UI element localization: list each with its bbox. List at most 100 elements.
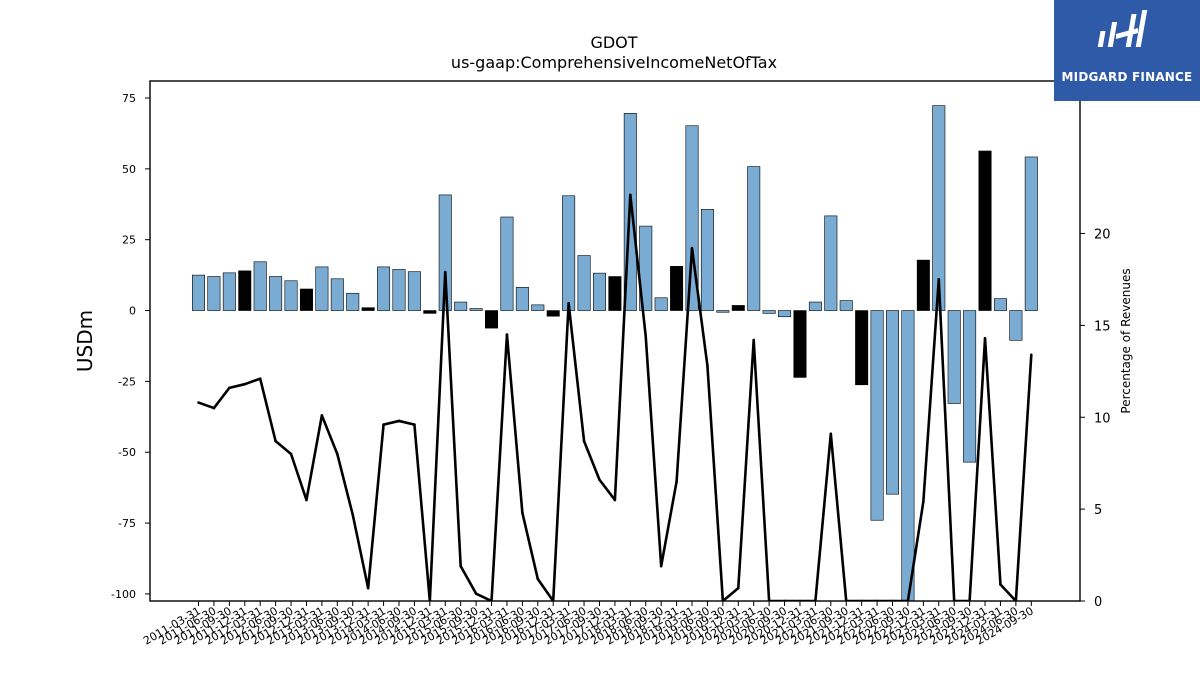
line-point-2013-12-31 bbox=[366, 586, 370, 590]
line-point-2019-12-31 bbox=[736, 586, 740, 590]
y-axis-label: USDm bbox=[73, 310, 97, 372]
line-group bbox=[197, 193, 1033, 601]
line-point-2013-09-30 bbox=[351, 513, 355, 516]
bar-2020-09-30 bbox=[778, 310, 792, 318]
line-point-2024-03-31 bbox=[999, 583, 1002, 586]
bar-2013-12-31 bbox=[361, 307, 375, 311]
bar-2017-06-30 bbox=[577, 255, 591, 311]
logo-mark-icon bbox=[1097, 10, 1148, 47]
bar-2021-09-30 bbox=[839, 300, 853, 311]
line-point-2012-12-31 bbox=[305, 498, 308, 502]
bar-2017-03-31 bbox=[562, 195, 576, 311]
y-tick-label: 0 bbox=[129, 305, 136, 318]
y-tick-label: 25 bbox=[122, 234, 136, 247]
bar-2024-09-30 bbox=[1024, 156, 1038, 311]
bar-2012-06-30 bbox=[269, 276, 283, 311]
bar-2018-09-30 bbox=[654, 297, 668, 311]
line-point-2019-06-30 bbox=[706, 364, 709, 368]
line-point-2012-03-31 bbox=[258, 377, 262, 380]
bar-2016-09-30 bbox=[531, 304, 545, 311]
line-point-2022-12-31 bbox=[922, 500, 925, 504]
y2-tick-label: 10 bbox=[1094, 411, 1111, 426]
bar-2022-09-30 bbox=[901, 310, 915, 601]
y2-tick-label: 15 bbox=[1094, 319, 1111, 334]
bar-2013-06-30 bbox=[330, 278, 344, 311]
bar-2021-12-31 bbox=[855, 310, 869, 386]
bar-2012-12-31 bbox=[299, 288, 313, 311]
line-point-2016-09-30 bbox=[536, 577, 540, 581]
line-point-2012-09-30 bbox=[289, 452, 293, 456]
bar-2023-06-30 bbox=[947, 310, 961, 404]
y2-axis-label: Percentage of Revenues bbox=[1119, 268, 1133, 413]
line-point-2013-06-30 bbox=[336, 452, 339, 456]
bar-2011-12-31 bbox=[238, 270, 252, 311]
bar-2016-03-31 bbox=[500, 216, 514, 311]
line-point-2018-09-30 bbox=[659, 564, 663, 568]
bar-2024-03-31 bbox=[993, 298, 1007, 311]
line-point-2023-03-31 bbox=[937, 278, 941, 281]
bar-2018-12-31 bbox=[670, 266, 684, 311]
bar-2015-06-30 bbox=[454, 301, 468, 311]
line-point-2021-06-30 bbox=[829, 432, 833, 436]
line-point-2017-03-31 bbox=[567, 302, 570, 305]
bar-2015-03-31 bbox=[438, 194, 452, 311]
bar-2019-06-30 bbox=[700, 209, 714, 311]
y2-tick-label: 5 bbox=[1094, 503, 1102, 518]
line-point-2015-09-30 bbox=[474, 592, 478, 595]
bar-2015-09-30 bbox=[469, 308, 483, 311]
bar-2021-06-30 bbox=[824, 215, 838, 311]
bar-2017-12-31 bbox=[608, 276, 622, 311]
line-point-2014-06-30 bbox=[397, 419, 401, 423]
bar-2011-06-30 bbox=[207, 276, 221, 311]
bar-2020-06-30 bbox=[762, 310, 776, 314]
line-point-2024-09-30 bbox=[1030, 353, 1033, 357]
line-point-2011-09-30 bbox=[228, 386, 231, 390]
bar-2020-03-31 bbox=[747, 166, 761, 311]
bar-2019-12-31 bbox=[731, 305, 745, 311]
line-point-2019-03-31 bbox=[690, 246, 694, 250]
line-point-2020-03-31 bbox=[752, 338, 755, 342]
line-point-2016-03-31 bbox=[505, 333, 509, 336]
line-point-2014-09-30 bbox=[413, 423, 416, 426]
line-point-2011-12-31 bbox=[243, 382, 247, 386]
bar-2012-09-30 bbox=[284, 280, 298, 311]
line-point-2011-03-31 bbox=[197, 401, 200, 404]
line-point-2017-12-31 bbox=[613, 498, 617, 502]
bar-2021-03-31 bbox=[808, 301, 822, 311]
y-tick-label: -75 bbox=[118, 517, 136, 530]
bar-2014-09-30 bbox=[407, 271, 421, 311]
bar-2019-09-30 bbox=[716, 310, 730, 313]
line-point-2017-06-30 bbox=[582, 439, 586, 443]
bar-2022-12-31 bbox=[916, 259, 930, 311]
bar-2015-12-31 bbox=[485, 310, 499, 329]
bar-2022-06-30 bbox=[885, 310, 899, 495]
y-tick-label: -100 bbox=[111, 588, 136, 601]
bar-2012-03-31 bbox=[253, 261, 267, 311]
bar-2016-12-31 bbox=[546, 310, 560, 317]
y2-tick-label: 0 bbox=[1094, 595, 1102, 610]
line-point-2015-03-31 bbox=[443, 270, 447, 274]
line-point-2011-06-30 bbox=[212, 406, 216, 410]
bars-group bbox=[192, 105, 1038, 601]
line-point-2017-09-30 bbox=[598, 478, 601, 482]
bar-2011-09-30 bbox=[222, 272, 236, 311]
logo-text: MIDGARD FINANCE bbox=[1061, 70, 1193, 84]
line-point-2018-03-31 bbox=[629, 193, 632, 197]
bar-2014-06-30 bbox=[392, 269, 406, 311]
logo: MIDGARD FINANCE bbox=[1054, 0, 1200, 101]
chart-subtitle: us-gaap:ComprehensiveIncomeNetOfTax bbox=[451, 53, 777, 72]
line-point-2015-06-30 bbox=[459, 564, 462, 568]
line-point-2018-12-31 bbox=[675, 480, 678, 483]
bar-2014-03-31 bbox=[377, 266, 391, 311]
bar-2023-09-30 bbox=[963, 310, 977, 463]
chart-title: GDOT bbox=[590, 33, 637, 52]
bar-2013-03-31 bbox=[315, 266, 329, 311]
bar-2013-09-30 bbox=[346, 292, 360, 311]
bar-2017-09-30 bbox=[592, 272, 606, 311]
line-point-2016-06-30 bbox=[521, 511, 524, 515]
axes-group: 7550250-25-50-75-100201510502011-03-3120… bbox=[111, 80, 1111, 648]
bar-2024-06-30 bbox=[1009, 310, 1023, 341]
bar-2014-12-31 bbox=[423, 310, 437, 314]
y2-tick-label: 20 bbox=[1094, 228, 1111, 243]
